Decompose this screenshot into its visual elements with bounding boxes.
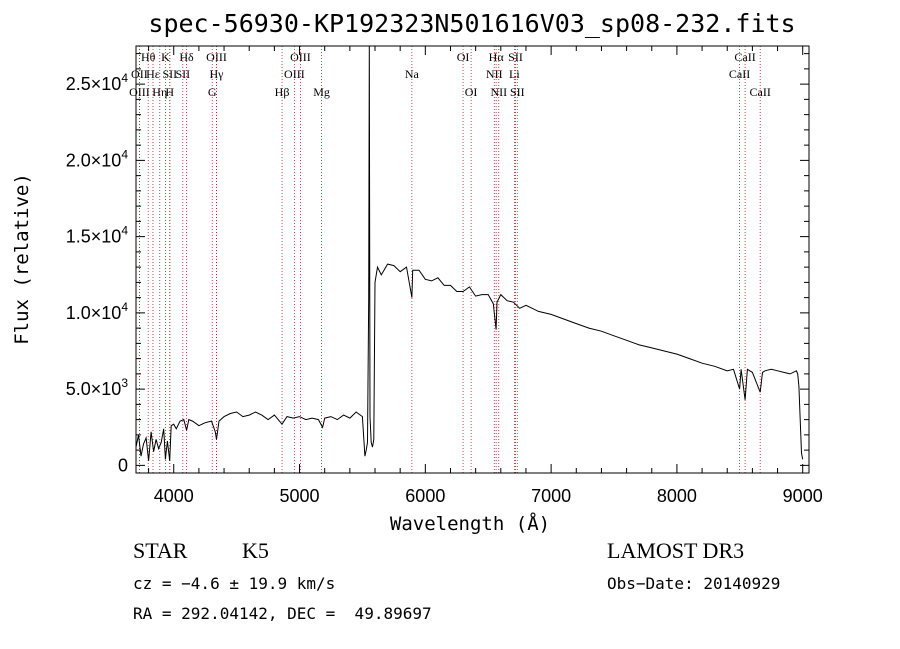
x-axis-label: Wavelength (Å)	[390, 512, 550, 535]
line-label-12: G	[208, 85, 217, 99]
object-type: STAR	[133, 538, 188, 563]
emission-absorption-lines	[138, 46, 761, 473]
line-label-27: CaII	[729, 67, 750, 81]
line-label-11: Hγ	[210, 67, 225, 81]
y-tick-mantissa: 1.5×10	[66, 227, 122, 247]
line-label-18: OI	[457, 50, 470, 64]
line-label-21: NII	[486, 67, 503, 81]
line-label-13: Hβ	[275, 85, 290, 99]
spectrum-chart: spec-56930-KP192323N501616V03_sp08-232.f…	[0, 0, 900, 540]
y-tick-exponent: 4	[121, 147, 128, 161]
chart-title: spec-56930-KP192323N501616V03_sp08-232.f…	[148, 9, 795, 38]
line-label-2: OIII	[129, 85, 150, 99]
plot-frame	[135, 45, 810, 474]
line-label-25: SII	[510, 85, 525, 99]
y-tick-mantissa: 5.0×10	[66, 379, 122, 399]
x-tick-label: 8000	[657, 486, 697, 506]
y-tick-mantissa: 1.0×10	[66, 303, 122, 323]
y-tick-mantissa: 2.5×10	[66, 74, 122, 94]
y-tick-label: 1.0×104	[66, 300, 129, 323]
y-tick-exponent: 3	[121, 376, 128, 390]
y-tick-label: 1.5×104	[66, 224, 129, 247]
spectral-subclass: K5	[242, 538, 269, 563]
line-label-23: SII	[508, 50, 523, 64]
x-tick-label: 6000	[405, 486, 445, 506]
y-tick-exponent: 4	[121, 300, 128, 314]
y-tick-label: 2.0×104	[66, 147, 129, 170]
line-label-24: Li	[509, 67, 520, 81]
line-label-15: OIII	[284, 67, 305, 81]
y-tick-mantissa: 0	[118, 455, 128, 475]
line-label-10: OIII	[206, 50, 227, 64]
y-axis-label: Flux (relative)	[11, 173, 33, 345]
y-tick-label: 0	[118, 455, 128, 475]
y-tick-exponent: 4	[121, 71, 128, 85]
line-label-22: NII	[490, 85, 507, 99]
line-label-20: Hα	[489, 50, 505, 64]
coordinates: RA = 292.04142, DEC = 49.89697	[133, 604, 432, 623]
line-label-1: OII	[131, 67, 148, 81]
line-label-19: OI	[465, 85, 478, 99]
x-tick-label: 4000	[154, 486, 194, 506]
line-label-6: SII	[163, 67, 178, 81]
line-label-8: Hδ	[179, 50, 194, 64]
line-label-9: SII	[175, 67, 190, 81]
line-label-17: Na	[405, 67, 420, 81]
y-tick-label: 2.5×104	[66, 71, 129, 94]
line-label-3: Hε	[146, 67, 160, 81]
y-tick-mantissa: 2.0×10	[66, 150, 122, 170]
line-label-26: CaII	[734, 50, 755, 64]
x-tick-label: 7000	[531, 486, 571, 506]
line-label-28: CaII	[750, 85, 771, 99]
chart-background	[0, 0, 900, 540]
line-label-14: OIII	[290, 50, 311, 64]
x-axis: 4000 5000 6000 7000 8000 9000	[148, 46, 823, 506]
line-label-4: Hη	[152, 85, 167, 99]
survey-name: LAMOST DR3	[607, 538, 745, 563]
line-label-16: Mg	[313, 85, 330, 99]
y-tick-exponent: 4	[121, 224, 128, 238]
line-label-7: H	[165, 85, 174, 99]
x-tick-label: 9000	[783, 486, 823, 506]
line-label-0: Hθ	[141, 50, 156, 64]
redshift-velocity: cz = −4.6 ± 19.9 km/s	[133, 574, 336, 593]
line-label-5: K	[161, 50, 170, 64]
spectrum-series	[135, 45, 804, 461]
x-tick-label: 5000	[280, 486, 320, 506]
y-tick-label: 5.0×103	[66, 376, 129, 399]
observation-date: Obs−Date: 20140929	[607, 574, 781, 593]
